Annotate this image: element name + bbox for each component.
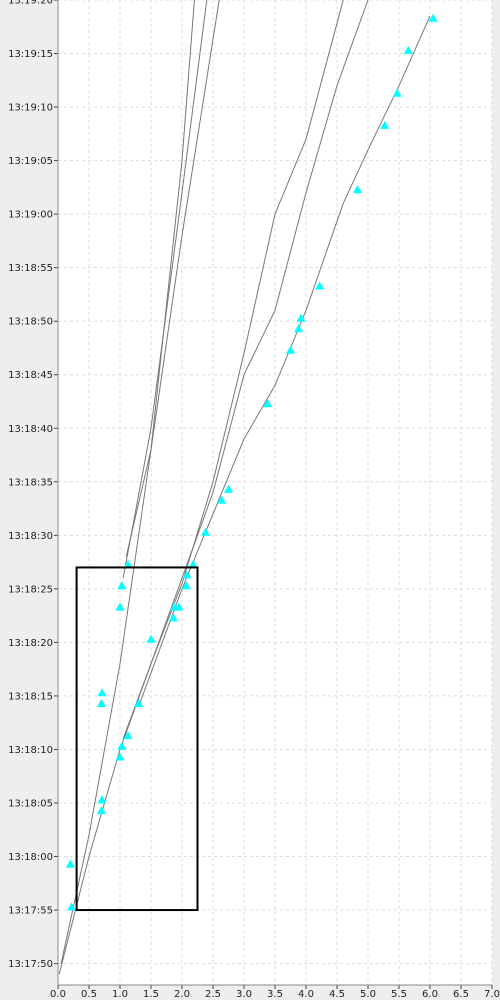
x-tick-label: 3.5 — [267, 989, 283, 1000]
data-point — [403, 45, 413, 54]
x-tick-label: 4.5 — [329, 989, 345, 1000]
y-tick-label: 13:18:55 — [8, 263, 53, 274]
x-tick-label: 0.0 — [50, 989, 66, 1000]
x-tick-label: 7.0 — [484, 989, 500, 1000]
data-point — [96, 698, 106, 708]
x-tick-label: 6.5 — [453, 989, 469, 1000]
data-point — [117, 581, 127, 590]
data-point — [286, 345, 295, 354]
data-point — [134, 698, 144, 708]
y-tick-label: 13:18:50 — [8, 317, 53, 328]
y-tick-label: 13:17:50 — [8, 959, 53, 970]
x-tick-label: 3.0 — [236, 989, 252, 1000]
data-point — [182, 570, 192, 579]
data-point — [97, 795, 107, 804]
data-points — [65, 13, 438, 911]
y-tick-label: 13:18:00 — [8, 852, 53, 863]
data-point — [392, 88, 402, 97]
y-tick-label: 13:18:35 — [8, 477, 53, 488]
data-point — [115, 752, 125, 761]
data-point — [65, 859, 75, 868]
data-point — [352, 185, 362, 194]
y-tick-label: 13:19:10 — [8, 103, 53, 114]
y-tick-label: 13:18:20 — [8, 638, 53, 649]
x-tick-label: 2.5 — [205, 989, 221, 1000]
y-tick-label: 13:19:15 — [8, 49, 53, 60]
grid — [57, 0, 493, 985]
x-tick-label: 1.0 — [112, 989, 128, 1000]
data-point — [224, 484, 233, 493]
data-point — [96, 805, 106, 815]
data-point — [115, 602, 125, 611]
data-point — [263, 399, 273, 408]
data-point — [146, 634, 156, 643]
trend-line — [60, 0, 195, 964]
x-tick-label: 5.5 — [391, 989, 407, 1000]
data-point — [380, 120, 390, 129]
trend-line — [122, 0, 369, 739]
data-point — [123, 731, 133, 740]
y-tick-label: 13:18:45 — [8, 370, 53, 381]
x-tick-label: 6.0 — [422, 989, 438, 1000]
y-tick-label: 13:18:10 — [8, 745, 53, 756]
trend-line — [125, 0, 220, 557]
x-tick-label: 5.0 — [360, 989, 376, 1000]
data-point — [294, 324, 304, 333]
y-tick-label: 13:18:30 — [8, 531, 53, 542]
data-point — [188, 559, 198, 568]
data-point — [428, 13, 438, 22]
axes: 0.0 0.5 1.0 1.5 2.0 2.5 3.0 3.5 4.0 4.5 5.0 5.5 6.0 6… — [8, 0, 500, 1000]
selection-box[interactable] — [75, 566, 199, 912]
data-point — [201, 527, 211, 536]
data-point — [296, 313, 306, 322]
y-tick-label: 13:18:15 — [8, 691, 53, 702]
x-tick-label: 0.5 — [81, 989, 97, 1000]
y-tick-label: 13:18:40 — [8, 424, 53, 435]
data-point — [174, 602, 184, 611]
y-tick-label: 13:19:05 — [8, 156, 53, 167]
data-point — [217, 495, 227, 504]
data-point — [117, 741, 127, 750]
y-tick-label: 13:18:05 — [8, 798, 53, 809]
x-tick-label: 1.5 — [143, 989, 159, 1000]
x-tick-label: 4.0 — [298, 989, 314, 1000]
data-point — [168, 613, 178, 622]
y-tick-label: 13:18:25 — [8, 584, 53, 595]
y-tick-label: 13:17:55 — [8, 906, 53, 917]
data-point — [67, 902, 77, 911]
data-point — [123, 559, 133, 568]
data-point — [315, 281, 325, 290]
x-tick-label: 2.0 — [174, 989, 190, 1000]
data-point — [181, 581, 191, 590]
y-tick-label: 13:19:20 — [8, 0, 53, 7]
trend-line — [122, 0, 208, 579]
y-tick-label: 13:19:00 — [8, 210, 53, 221]
data-point — [97, 688, 107, 697]
